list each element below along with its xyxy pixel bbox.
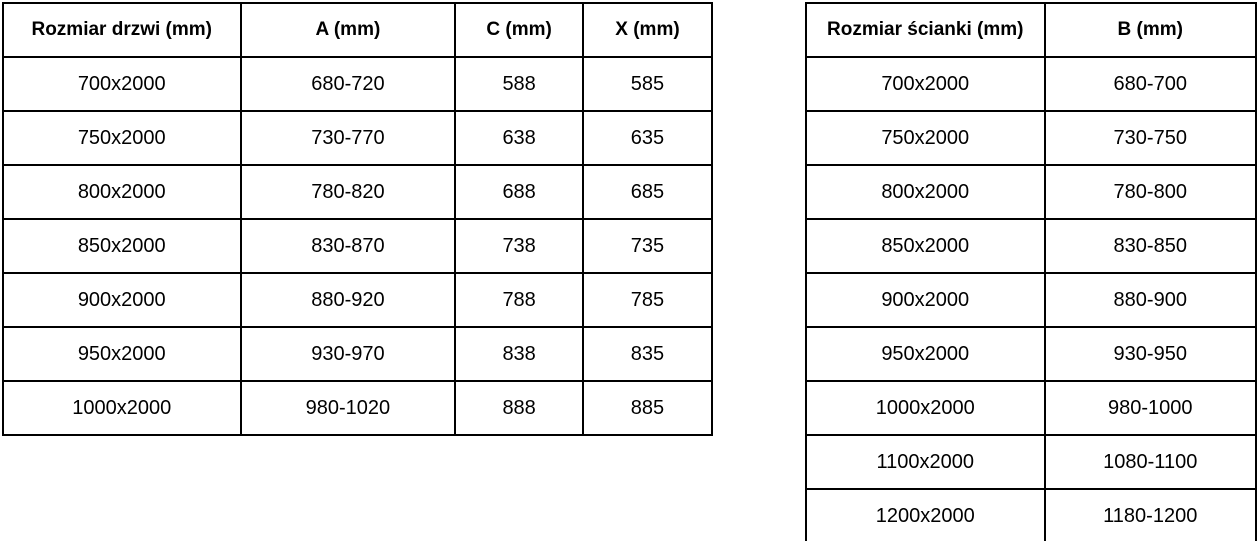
- table-cell: 1200x2000: [805, 488, 1046, 541]
- table-cell: 680-720: [239, 56, 457, 112]
- table-row: 1200x2000 1180-1200: [805, 488, 1257, 541]
- table-cell: 735: [581, 218, 714, 274]
- table-cell: 880-900: [1043, 272, 1257, 328]
- table-cell: 738: [454, 218, 584, 274]
- table-cell: 900x2000: [805, 272, 1046, 328]
- table-cell: 950x2000: [805, 326, 1046, 382]
- table-cell: 638: [454, 110, 584, 166]
- table-row: 800x2000 780-800: [805, 164, 1257, 220]
- table-cell: 685: [581, 164, 714, 220]
- column-header: Rozmiar ścianki (mm): [805, 2, 1046, 58]
- table-cell: 1080-1100: [1043, 434, 1257, 490]
- column-header: X (mm): [581, 2, 714, 58]
- table-cell: 1180-1200: [1043, 488, 1257, 541]
- column-header: B (mm): [1043, 2, 1257, 58]
- table-cell: 830-850: [1043, 218, 1257, 274]
- table-cell: 800x2000: [805, 164, 1046, 220]
- table-row: 900x2000 880-900: [805, 272, 1257, 328]
- table-row: 750x2000 730-770 638 635: [2, 110, 714, 166]
- table-cell: 1100x2000: [805, 434, 1046, 490]
- table-cell: 780-800: [1043, 164, 1257, 220]
- table-row: 950x2000 930-950: [805, 326, 1257, 382]
- header-row: Rozmiar drzwi (mm) A (mm) C (mm) X (mm): [2, 2, 714, 58]
- table-row: 850x2000 830-870 738 735: [2, 218, 714, 274]
- column-header: A (mm): [239, 2, 457, 58]
- table-cell: 850x2000: [805, 218, 1046, 274]
- column-header: C (mm): [454, 2, 584, 58]
- table-cell: 980-1020: [239, 380, 457, 436]
- table-cell: 930-970: [239, 326, 457, 382]
- table-cell: 835: [581, 326, 714, 382]
- column-header: Rozmiar drzwi (mm): [2, 2, 242, 58]
- table-cell: 750x2000: [805, 110, 1046, 166]
- table-row: 1100x2000 1080-1100: [805, 434, 1257, 490]
- table-row: 950x2000 930-970 838 835: [2, 326, 714, 382]
- table-cell: 830-870: [239, 218, 457, 274]
- table-cell: 1000x2000: [805, 380, 1046, 436]
- table-cell: 838: [454, 326, 584, 382]
- table-row: 1000x2000 980-1020 888 885: [2, 380, 714, 436]
- table-cell: 980-1000: [1043, 380, 1257, 436]
- table-cell: 700x2000: [805, 56, 1046, 112]
- table-cell: 700x2000: [2, 56, 242, 112]
- table-row: 750x2000 730-750: [805, 110, 1257, 166]
- table-cell: 885: [581, 380, 714, 436]
- table-cell: 730-750: [1043, 110, 1257, 166]
- table-cell: 1000x2000: [2, 380, 242, 436]
- table-cell: 900x2000: [2, 272, 242, 328]
- table-cell: 850x2000: [2, 218, 242, 274]
- header-row: Rozmiar ścianki (mm) B (mm): [805, 2, 1257, 58]
- table-cell: 750x2000: [2, 110, 242, 166]
- table-cell: 730-770: [239, 110, 457, 166]
- table-row: 700x2000 680-700: [805, 56, 1257, 112]
- table-cell: 880-920: [239, 272, 457, 328]
- table-cell: 930-950: [1043, 326, 1257, 382]
- table-row: 800x2000 780-820 688 685: [2, 164, 714, 220]
- table-row: 1000x2000 980-1000: [805, 380, 1257, 436]
- table-row: 850x2000 830-850: [805, 218, 1257, 274]
- table-cell: 585: [581, 56, 714, 112]
- table-cell: 950x2000: [2, 326, 242, 382]
- table-cell: 680-700: [1043, 56, 1257, 112]
- wall-size-table: Rozmiar ścianki (mm) B (mm) 700x2000 680-70…: [805, 2, 1257, 541]
- table-cell: 788: [454, 272, 584, 328]
- table-cell: 800x2000: [2, 164, 242, 220]
- table-row: 700x2000 680-720 588 585: [2, 56, 714, 112]
- table-cell: 588: [454, 56, 584, 112]
- table-cell: 780-820: [239, 164, 457, 220]
- table-cell: 688: [454, 164, 584, 220]
- door-size-table: Rozmiar drzwi (mm) A (mm) C (mm) X (mm) 700x…: [2, 2, 714, 436]
- table-row: 900x2000 880-920 788 785: [2, 272, 714, 328]
- table-cell: 785: [581, 272, 714, 328]
- table-cell: 635: [581, 110, 714, 166]
- table-cell: 888: [454, 380, 584, 436]
